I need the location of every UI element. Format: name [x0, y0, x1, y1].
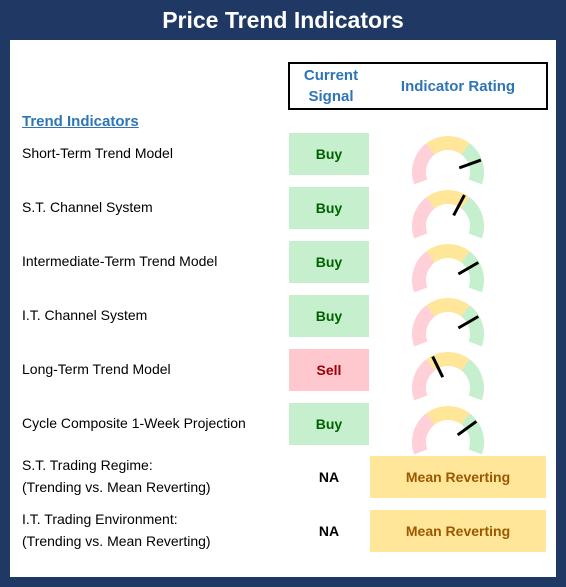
- gauge-segment: [412, 305, 435, 347]
- rating-box: Mean Reverting: [370, 456, 546, 498]
- gauge-needle: [456, 420, 478, 437]
- gauge-segment: [461, 305, 484, 347]
- signal-text: NA: [318, 469, 340, 485]
- header-indicator-rating: Indicator Rating: [400, 77, 516, 95]
- row-label: Short-Term Trend Model: [22, 145, 173, 161]
- row-label: (Trending vs. Mean Reverting): [22, 479, 211, 495]
- gauge-segment: [461, 251, 484, 293]
- row-label: I.T. Channel System: [22, 307, 148, 323]
- gauge-segment: [412, 359, 435, 401]
- signal-box: Sell: [289, 349, 369, 391]
- signal-box: Buy: [289, 403, 369, 445]
- gauge-needle: [431, 355, 445, 378]
- row-label: Intermediate-Term Trend Model: [22, 253, 218, 269]
- gauge-needle: [457, 315, 480, 330]
- gauge-segment: [412, 251, 435, 293]
- row-label: Long-Term Trend Model: [22, 361, 171, 377]
- gauge-segment: [412, 197, 435, 239]
- gauge-segment: [461, 359, 484, 401]
- signal-box: Buy: [289, 133, 369, 175]
- signal-box: Buy: [289, 295, 369, 337]
- gauge-segment: [426, 298, 470, 317]
- row-label: (Trending vs. Mean Reverting): [22, 533, 211, 549]
- gauge-segment: [426, 406, 470, 425]
- header-box: [288, 62, 548, 110]
- gauge-needle: [458, 158, 482, 170]
- rating-box: Mean Reverting: [370, 510, 546, 552]
- gauge-segment: [426, 136, 470, 155]
- gauge-needle: [457, 261, 480, 276]
- signal-box: Buy: [289, 241, 369, 283]
- signal-text: NA: [318, 523, 340, 539]
- row-label: I.T. Trading Environment:: [22, 511, 178, 527]
- gauge-segment: [426, 244, 470, 263]
- title: Price Trend Indicators: [162, 7, 404, 33]
- row-label: S.T. Trading Regime:: [22, 457, 153, 473]
- header-current-signal: Current Signal: [303, 67, 359, 105]
- gauge-segment: [426, 352, 470, 371]
- gauge-segment: [461, 413, 484, 455]
- signal-box: Buy: [289, 187, 369, 229]
- gauge-segment: [412, 413, 435, 455]
- gauge-segment: [412, 143, 435, 185]
- section-title: Trend Indicators: [22, 113, 139, 130]
- gauge-segment: [461, 197, 484, 239]
- row-label: S.T. Channel System: [22, 199, 153, 215]
- gauge-needle: [452, 194, 466, 217]
- row-label: Cycle Composite 1-Week Projection: [22, 415, 246, 431]
